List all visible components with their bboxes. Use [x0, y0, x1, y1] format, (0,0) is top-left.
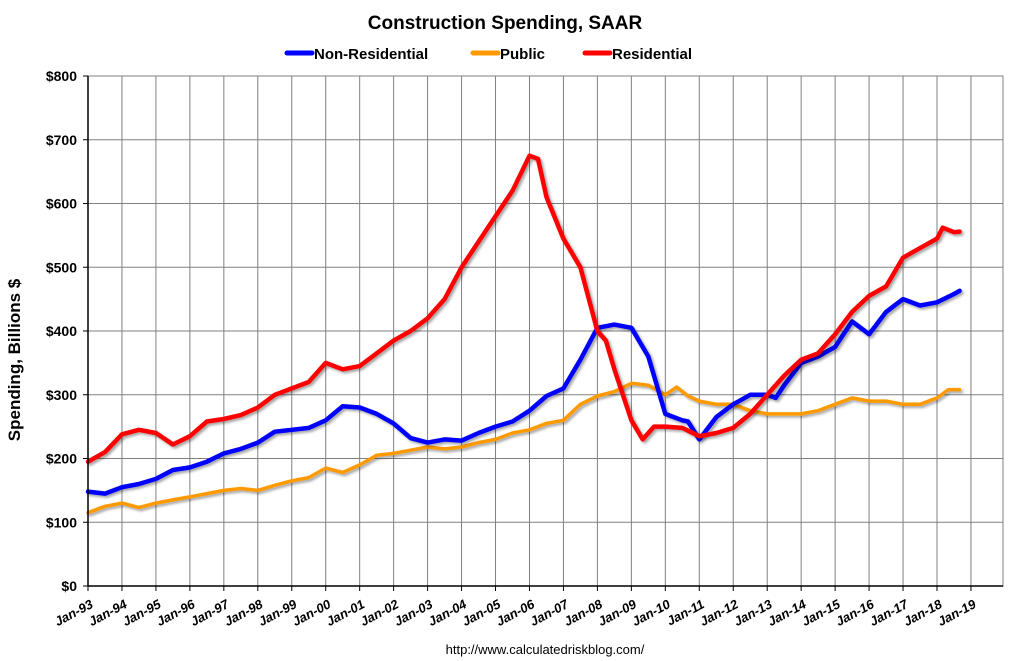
y-tick-label: $600 [46, 196, 77, 212]
x-tick-label: Jan-10 [629, 596, 673, 629]
legend-label-residential: Residential [612, 46, 692, 63]
y-tick-label: $500 [46, 259, 77, 275]
y-tick-label: $0 [61, 578, 77, 594]
series-lines [85, 153, 962, 515]
y-tick-label: $400 [46, 323, 77, 339]
series-line-non-residential [85, 288, 962, 496]
x-tick-label: Jan-19 [935, 596, 979, 629]
y-tick-label: $300 [46, 387, 77, 403]
x-tick-label: Jan-11 [664, 596, 707, 628]
series-line-public [86, 381, 962, 515]
source-url: http://www.calculatedriskblog.com/ [446, 642, 645, 657]
y-axis-label: Spending, Billions $ [5, 278, 24, 441]
series-line-residential [85, 153, 962, 464]
y-tick-label: $800 [46, 68, 77, 84]
legend-label-public: Public [500, 46, 545, 63]
y-tick-label: $200 [46, 451, 77, 467]
chart-title: Construction Spending, SAAR [368, 13, 643, 34]
legend: Non-Residential Public Residential [284, 46, 692, 63]
x-tick-label: Jan-01 [324, 596, 367, 629]
legend-label-non-residential: Non-Residential [314, 46, 428, 63]
y-tick-label: $100 [46, 514, 77, 530]
y-tick-label: $700 [46, 132, 77, 148]
grid [87, 75, 1004, 587]
